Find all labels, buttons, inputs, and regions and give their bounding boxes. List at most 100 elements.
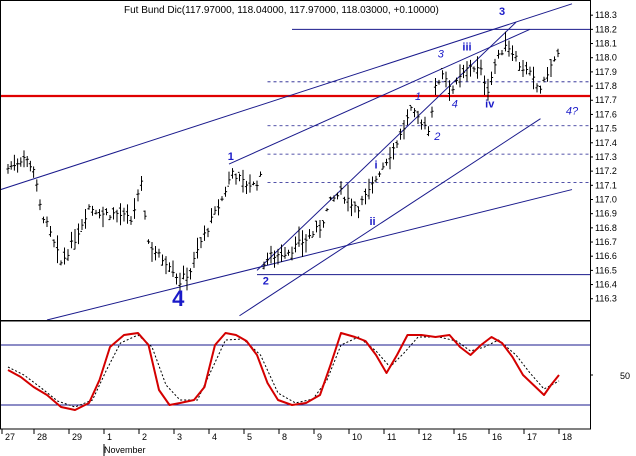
month-label: November <box>104 445 146 455</box>
price-bar-75 <box>265 252 270 265</box>
price-bars <box>6 31 560 296</box>
wave-label-1: 1 <box>228 151 234 163</box>
price-bar-106 <box>374 175 378 183</box>
wave-label-0: 4 <box>172 286 185 311</box>
price-bar-139 <box>489 71 494 85</box>
price-bar-131 <box>461 64 466 79</box>
price-bar-101 <box>356 206 361 219</box>
price-bar-92 <box>325 208 329 212</box>
price-bar-15 <box>55 235 60 264</box>
price-bar-11 <box>41 216 46 224</box>
price-bar-55 <box>195 237 200 259</box>
price-bar-17 <box>62 247 67 265</box>
price-bar-73 <box>258 171 263 177</box>
x-tick-label-5: 3 <box>177 432 182 442</box>
price-bar-26 <box>94 209 98 215</box>
y-tick-label-10: 117.3 <box>595 152 617 162</box>
y-tick-label-17: 116.6 <box>595 251 617 261</box>
price-bar-57 <box>202 225 207 241</box>
price-bar-43 <box>153 246 158 261</box>
wave-label-5: 1 <box>415 91 421 103</box>
price-bar-18 <box>66 249 70 261</box>
price-bar-7 <box>28 160 32 172</box>
price-bar-51 <box>181 265 186 280</box>
price-bar-33 <box>118 203 123 226</box>
price-bar-138 <box>486 78 490 101</box>
price-bar-0 <box>6 164 10 174</box>
wave-label-12: 4? <box>566 105 579 117</box>
price-bar-58 <box>206 227 210 238</box>
price-bar-97 <box>342 196 347 204</box>
trend-line-1 <box>228 28 531 165</box>
price-bar-94 <box>332 195 336 202</box>
price-bar-153 <box>538 85 543 94</box>
price-bar-9 <box>35 179 39 192</box>
trend-line-0 <box>0 3 573 191</box>
price-bar-62 <box>220 196 224 202</box>
x-tick-label-0: 27 <box>5 432 15 442</box>
price-bar-91 <box>321 220 326 228</box>
x-tick-label-12: 12 <box>422 432 432 442</box>
price-bar-140 <box>493 58 497 75</box>
price-bar-124 <box>437 79 441 85</box>
price-bar-110 <box>388 147 392 170</box>
price-bar-116 <box>409 104 413 111</box>
price-bar-34 <box>122 207 126 222</box>
y-tick-label-6: 117.7 <box>595 95 617 105</box>
price-bar-107 <box>377 171 382 178</box>
price-bar-19 <box>69 231 74 249</box>
price-bar-3 <box>16 158 20 173</box>
price-bar-61 <box>216 199 221 216</box>
price-bar-22 <box>80 218 84 232</box>
price-bar-104 <box>367 178 371 200</box>
price-bar-105 <box>370 176 375 194</box>
price-bar-77 <box>272 250 277 268</box>
price-bar-45 <box>160 254 165 266</box>
osc-level-label: 50 <box>620 371 630 381</box>
y-tick-label-0: 118.3 <box>595 10 617 20</box>
price-bar-44 <box>157 248 161 258</box>
price-bar-30 <box>108 215 112 221</box>
x-tick-label-10: 10 <box>352 432 362 442</box>
wave-label-9: iii <box>462 42 471 54</box>
price-bar-31 <box>111 207 116 220</box>
price-bar-36 <box>129 216 133 225</box>
price-bar-68 <box>241 169 245 193</box>
price-bar-59 <box>209 208 214 224</box>
price-bar-122 <box>430 106 434 118</box>
price-bar-37 <box>132 198 137 219</box>
x-tick-label-14: 16 <box>492 432 502 442</box>
wave-label-7: 3 <box>438 49 445 61</box>
price-bar-27 <box>97 209 102 219</box>
price-bar-84 <box>297 226 301 247</box>
price-bar-119 <box>419 119 424 130</box>
y-tick-label-8: 117.5 <box>595 124 617 134</box>
price-bar-156 <box>549 59 553 78</box>
price-bar-76 <box>269 245 273 264</box>
price-bar-96 <box>339 181 343 195</box>
price-bar-35 <box>125 204 130 224</box>
price-bar-10 <box>38 199 42 211</box>
price-bar-1 <box>9 161 13 170</box>
y-tick-label-7: 117.6 <box>595 109 617 119</box>
price-bar-99 <box>349 198 354 217</box>
oscillator-plot: 50 <box>0 332 630 411</box>
x-tick-label-4: 2 <box>142 432 147 442</box>
wave-label-11: 3 <box>499 6 505 18</box>
x-tick-label-13: 15 <box>457 432 467 442</box>
price-bar-5 <box>22 150 26 168</box>
price-bar-155 <box>545 67 550 82</box>
main-plot: 412iii1234iiiiv34?118.3118.2118.1118.011… <box>0 3 617 320</box>
y-tick-label-9: 117.4 <box>595 138 617 148</box>
price-bar-112 <box>395 140 399 149</box>
x-tick-label-2: 29 <box>72 432 82 442</box>
price-bar-42 <box>150 241 154 262</box>
price-bar-53 <box>188 268 193 280</box>
price-bar-83 <box>293 236 298 253</box>
price-bar-148 <box>521 59 525 78</box>
x-tick-label-3: 1 <box>107 432 112 442</box>
trend-line-3 <box>239 118 541 317</box>
wave-label-8: 4 <box>452 98 458 110</box>
